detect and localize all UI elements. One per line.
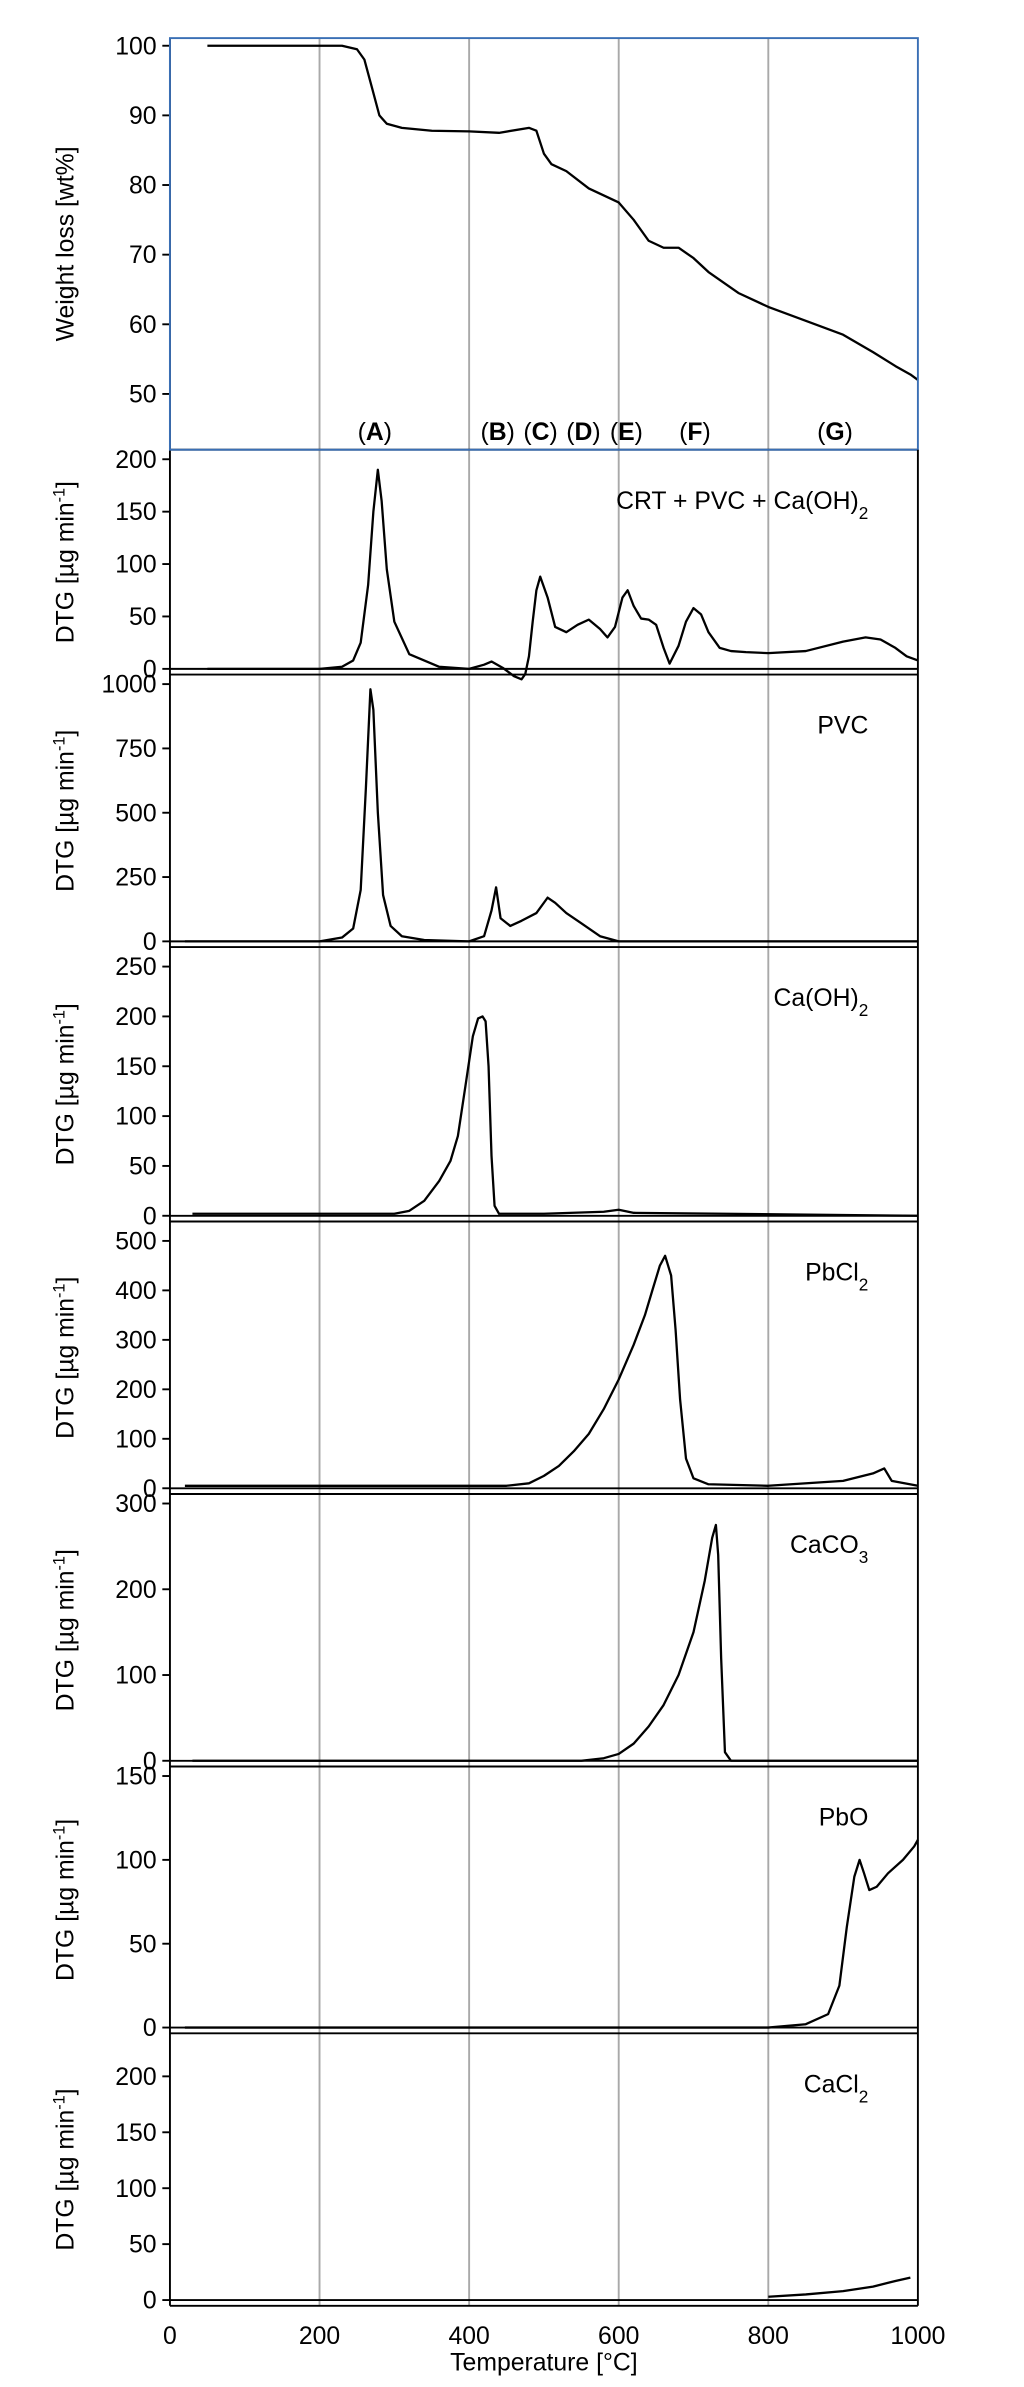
panel-pvc-ytick-label: 1000 <box>101 672 156 699</box>
x-tick-label: 1000 <box>890 2323 945 2350</box>
panel-weight-ytick-label: 60 <box>129 312 157 339</box>
panel-mix-ytick-label: 100 <box>115 552 156 579</box>
panel-pvc-label: PVC <box>817 713 868 740</box>
panel-pbcl2-series-line <box>184 1254 919 1487</box>
region-label-E: (E) <box>610 419 643 446</box>
panel-pbo-ylabel: DTG [µg min-1] <box>51 1819 80 1981</box>
panel-cacl2-ytick-label: 200 <box>115 2064 156 2091</box>
panel-caoh2-series-line <box>192 1015 918 1217</box>
region-label-D: (D) <box>566 419 600 446</box>
panel-caoh2-label: Ca(OH)2 <box>773 985 868 1020</box>
region-label-G: (G) <box>817 419 853 446</box>
x-tick-label: 400 <box>448 2323 489 2350</box>
panel-caoh2-ytick-label: 100 <box>115 1104 156 1131</box>
panel-pbcl2-ytick-label: 200 <box>115 1377 156 1404</box>
panel-pbo-series-line <box>184 1839 919 2029</box>
panel-caco3-ytick-label: 0 <box>143 1748 157 1775</box>
panel-caco3-ytick-label: 300 <box>115 1491 156 1518</box>
panel-pbo-ytick-label: 150 <box>115 1764 156 1791</box>
panel-caoh2-ytick-label: 200 <box>115 1004 156 1031</box>
x-tick-label: 600 <box>598 2323 639 2350</box>
panel-pbcl2-ytick-label: 100 <box>115 1426 156 1453</box>
panel-caoh2-ytick-label: 250 <box>115 954 156 981</box>
region-label-F: (F) <box>679 419 711 446</box>
region-label-A: (A) <box>358 419 392 446</box>
panel-weight-series-line <box>207 44 919 381</box>
panel-pbcl2-ytick-label: 300 <box>115 1327 156 1354</box>
panel-cacl2-ytick-label: 150 <box>115 2120 156 2147</box>
panel-pbo-ytick-label: 100 <box>115 1847 156 1874</box>
region-label-C: (C) <box>523 419 557 446</box>
panel-pbo-ytick-label: 50 <box>129 1931 157 1958</box>
region-label-B: (B) <box>481 419 515 446</box>
panel-mix-ylabel: DTG [µg min-1] <box>51 481 80 643</box>
panel-mix-ytick-label: 200 <box>115 447 156 474</box>
panel-pvc-ytick-label: 750 <box>115 736 156 763</box>
panel-mix-series-line <box>207 468 919 681</box>
panel-weight-ylabel: Weight loss [wt%] <box>53 146 80 341</box>
panel-pbo-label: PbO <box>819 1805 869 1832</box>
panel-caco3-ytick-label: 100 <box>115 1663 156 1690</box>
panel-pbcl2-label: PbCl2 <box>805 1260 868 1295</box>
panel-cacl2-ylabel: DTG [µg min-1] <box>51 2088 80 2250</box>
panel-mix-ytick-label: 150 <box>115 499 156 526</box>
panel-caco3-ylabel: DTG [µg min-1] <box>51 1549 80 1711</box>
panel-weight-ytick-label: 100 <box>115 33 156 60</box>
panel-caco3-series-line <box>192 1523 918 1762</box>
panel-caoh2-ytick-label: 150 <box>115 1054 156 1081</box>
panel-cacl2-label: CaCl2 <box>804 2071 869 2106</box>
panel-mix-ytick-label: 0 <box>143 656 157 683</box>
panel-pvc-ytick-label: 0 <box>143 929 157 956</box>
panel-pbcl2-ytick-label: 0 <box>143 1476 157 1503</box>
x-tick-label: 800 <box>748 2323 789 2350</box>
panel-cacl2-ytick-label: 100 <box>115 2176 156 2203</box>
panel-pvc-ytick-label: 250 <box>115 865 156 892</box>
weight-panel-frame <box>168 37 919 451</box>
panel-caoh2-ytick-label: 0 <box>143 1203 157 1230</box>
panel-cacl2-ytick-label: 0 <box>143 2288 157 2315</box>
panel-weight-ytick-label: 50 <box>129 382 157 409</box>
panel-pvc-series-line <box>184 688 918 943</box>
panel-pbo-ytick-label: 0 <box>143 2015 157 2042</box>
panel-caco3-ytick-label: 200 <box>115 1577 156 1604</box>
panel-cacl2-series-line <box>768 2276 911 2298</box>
panel-mix-ytick-label: 50 <box>129 604 157 631</box>
panel-caoh2-ytick-label: 50 <box>129 1154 157 1181</box>
panel-caoh2-ylabel: DTG [µg min-1] <box>51 1003 80 1165</box>
x-axis-title: Temperature [°C] <box>450 2350 637 2377</box>
panel-cacl2-ytick-label: 50 <box>129 2232 157 2259</box>
panel-pvc-ylabel: DTG [µg min-1] <box>51 730 80 892</box>
panel-pbcl2-ytick-label: 500 <box>115 1228 156 1255</box>
panel-weight-ytick-label: 80 <box>129 173 157 200</box>
panel-pvc-ytick-label: 500 <box>115 800 156 827</box>
panel-mix-label: CRT + PVC + Ca(OH)2 <box>616 488 868 523</box>
panel-pbcl2-ytick-label: 400 <box>115 1278 156 1305</box>
x-tick-label: 200 <box>299 2323 340 2350</box>
panel-weight-ytick-label: 70 <box>129 242 157 269</box>
panel-pbcl2-ylabel: DTG [µg min-1] <box>51 1277 80 1439</box>
panel-weight-ytick-label: 90 <box>129 103 157 130</box>
x-tick-label: 0 <box>163 2323 177 2350</box>
panel-caco3-label: CaCO3 <box>790 1532 868 1567</box>
